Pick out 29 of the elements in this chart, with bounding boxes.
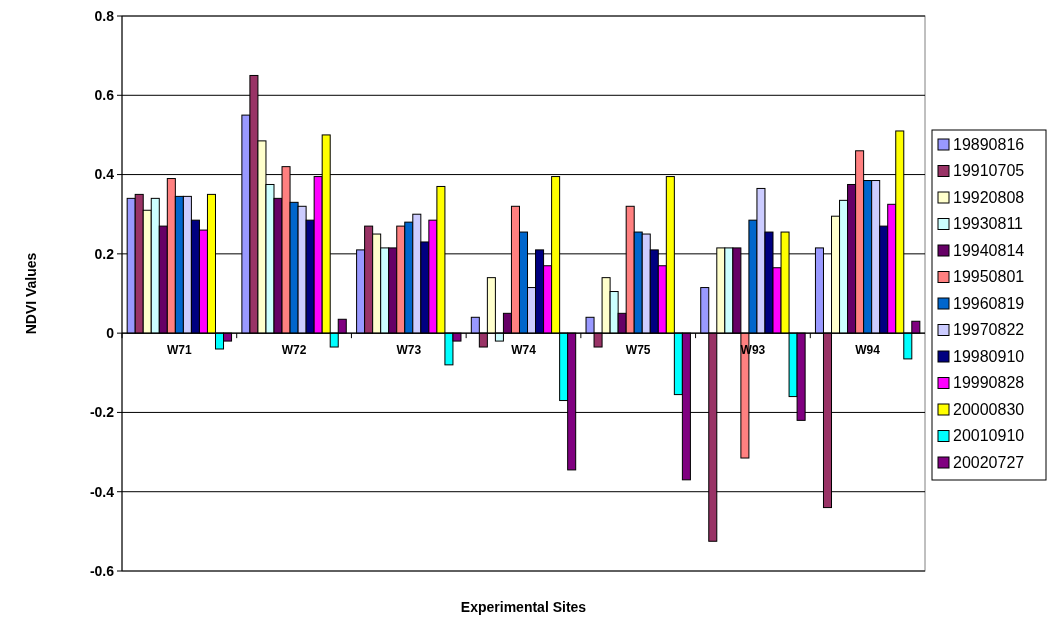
- x-axis-title: Experimental Sites: [460, 599, 587, 615]
- y-tick-label: 0.2: [94, 245, 115, 262]
- x-tick-label: W73: [396, 343, 422, 358]
- y-tick-label: -0.4: [89, 483, 115, 500]
- x-tick-label: W74: [511, 343, 537, 358]
- legend-label: 20020727: [953, 453, 1025, 471]
- legend-label: 19970822: [953, 321, 1025, 339]
- y-tick-label: -0.6: [89, 562, 115, 579]
- legend-label: 19950801: [953, 268, 1025, 286]
- legend-label: 19930811: [953, 215, 1024, 233]
- y-tick-label: 0.6: [94, 87, 115, 104]
- x-tick-label: W72: [281, 343, 307, 358]
- legend-label: 19980910: [953, 347, 1025, 365]
- x-tick-label: W75: [625, 343, 651, 358]
- legend-label: 19890816: [953, 135, 1025, 153]
- y-tick-label: 0.4: [94, 166, 115, 183]
- legend-label: 19920808: [953, 188, 1025, 206]
- x-tick-label: W94: [855, 343, 881, 358]
- x-tick-label: W71: [167, 343, 193, 358]
- legend-label: 19990828: [953, 374, 1025, 392]
- y-tick-label: 0: [106, 325, 115, 342]
- y-axis-title: NDVI Values: [23, 252, 39, 335]
- y-tick-label: -0.2: [89, 404, 115, 421]
- legend-label: 20010910: [953, 427, 1025, 445]
- legend-label: 20000830: [953, 400, 1025, 418]
- legend-label: 19960819: [953, 294, 1025, 312]
- y-tick-label: 0.8: [94, 7, 115, 24]
- legend-label: 19910705: [953, 162, 1025, 180]
- legend-label: 19940814: [953, 241, 1025, 259]
